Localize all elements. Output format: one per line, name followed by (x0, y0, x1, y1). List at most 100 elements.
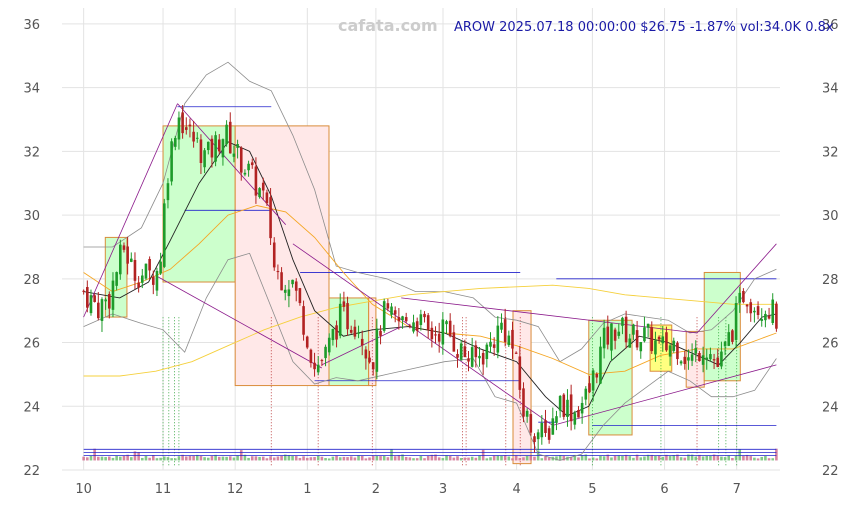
candle-body (496, 325, 500, 353)
candle-body (239, 147, 243, 173)
candle-body (283, 289, 287, 293)
candle-body (104, 299, 107, 302)
candle-body (650, 327, 654, 352)
candle-body (525, 410, 529, 417)
candle-body (192, 131, 195, 142)
candle-body (426, 315, 430, 330)
candle-body (632, 324, 635, 335)
volume-bar (173, 458, 177, 461)
candle-body (221, 139, 225, 158)
volume-bar (195, 454, 199, 461)
candle-body (214, 135, 217, 162)
y-tick-label: 26 (822, 337, 839, 352)
volume-bar (316, 455, 320, 461)
candle-body (606, 326, 610, 345)
volume-bar (331, 456, 335, 461)
volume-bar (353, 457, 357, 461)
candle-body (302, 306, 305, 335)
volume-bar (269, 456, 272, 461)
candle-body (170, 141, 173, 182)
candle-body (236, 144, 239, 148)
volume-bar (492, 455, 496, 461)
volume-bar (621, 455, 624, 461)
trend-lines (83, 103, 777, 426)
y-tick-label: 30 (23, 209, 40, 224)
volume-bar (393, 456, 397, 461)
candle-body (419, 314, 423, 326)
candle-body (360, 338, 364, 346)
candle-body (177, 117, 181, 140)
candle-body (441, 319, 445, 345)
trend-line (177, 103, 286, 225)
candle-body (276, 271, 280, 273)
candle-body (199, 139, 203, 163)
candle-body (353, 326, 357, 337)
candle-body (639, 342, 643, 352)
candle-body (217, 139, 221, 152)
candle-body (228, 121, 232, 154)
volume-bar (426, 455, 430, 461)
volume-bar (599, 455, 602, 461)
candle-body (342, 301, 346, 307)
y-tick-label: 30 (822, 209, 839, 224)
volume-bar (228, 456, 232, 461)
volume-bar (338, 457, 342, 461)
candle-body (309, 349, 313, 363)
candle-body (320, 360, 324, 362)
volume-bar (753, 457, 756, 461)
volume-bar (489, 457, 492, 461)
candle-body (346, 303, 349, 330)
candle-body (272, 242, 276, 268)
candle-body (771, 299, 775, 323)
candle-body (327, 337, 331, 353)
candle-body (254, 166, 258, 196)
volume-bar (775, 448, 778, 461)
volume-bar (595, 458, 599, 461)
volume-bar (327, 458, 331, 461)
candle-body (690, 354, 694, 361)
candle-body (738, 292, 742, 303)
candle-body (668, 345, 672, 357)
candle-body (562, 394, 566, 417)
volume-bar (140, 457, 144, 461)
candle-body (210, 138, 214, 158)
volume-bar (415, 458, 419, 461)
volume-bar (371, 455, 375, 461)
volume-bar (335, 455, 338, 461)
volume-bar (115, 455, 118, 461)
candle-body (184, 127, 188, 130)
trend-line (292, 243, 553, 426)
x-tick-label: 10 (75, 482, 92, 497)
watermark: cafata.com (338, 16, 438, 35)
candle-body (723, 341, 727, 347)
candle-body (338, 303, 342, 336)
volume-bar (617, 455, 621, 461)
volume-bar (643, 456, 646, 461)
candle-body (745, 304, 749, 307)
volume-bar (210, 456, 214, 461)
y-tick-label: 28 (23, 273, 40, 288)
volume-bar (151, 455, 155, 461)
candle-body (434, 334, 437, 336)
volume-bar (100, 456, 104, 461)
candle-body (665, 332, 668, 351)
x-tick-label: 7 (733, 482, 741, 497)
candle-body (602, 327, 606, 349)
candle-body (657, 336, 661, 340)
volume-bar (349, 456, 353, 461)
candle-body (86, 287, 89, 308)
volume-bar (456, 456, 459, 461)
volume-bar (122, 455, 126, 461)
candle-body (375, 328, 379, 372)
volume-bar (225, 456, 228, 461)
candle-body (511, 329, 514, 349)
candle-body (635, 330, 639, 348)
candle-body (115, 272, 118, 286)
candle-body (489, 341, 492, 347)
volume-bar (767, 458, 771, 461)
candle-body (390, 306, 393, 315)
volume-bar (591, 457, 595, 461)
volume-bar (569, 456, 573, 461)
volume-bar (390, 449, 393, 461)
candle-body (731, 330, 734, 342)
